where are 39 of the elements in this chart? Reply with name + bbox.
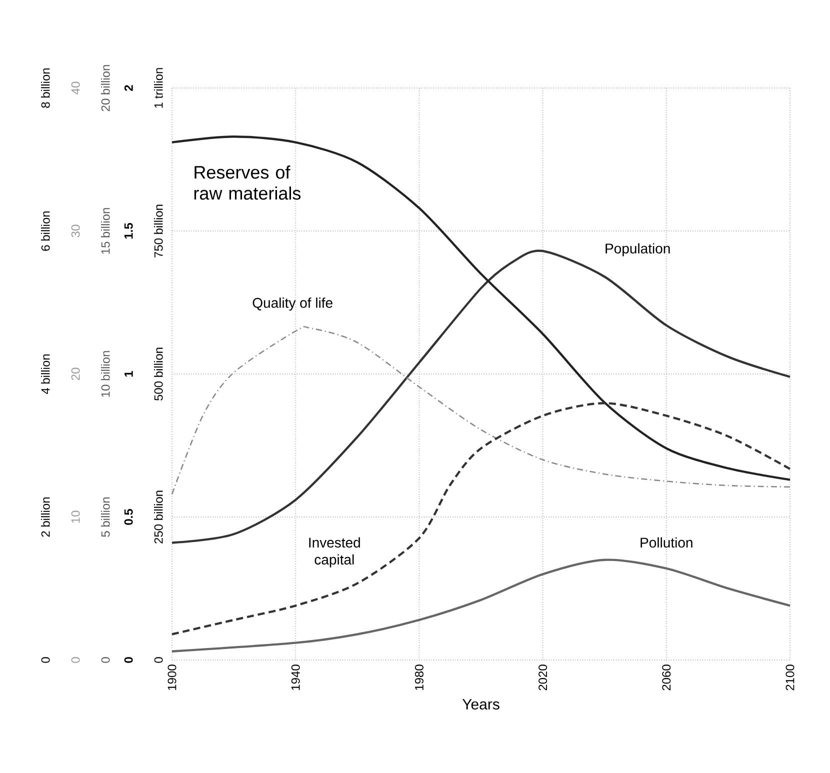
- text: 1 trillion: [154, 68, 163, 108]
- text: 0: [41, 657, 50, 663]
- x-tick-label: 1940: [291, 664, 300, 690]
- x-axis-title: Years: [462, 699, 500, 710]
- y3-tick-label: 10 billion: [101, 351, 110, 397]
- series-label: Pollution: [640, 537, 692, 548]
- x-tick-label: 1900: [168, 664, 176, 690]
- series-label: Reserves of raw materials: [194, 166, 301, 200]
- y3-tick-label: 20 billion: [101, 65, 110, 112]
- y3-tick-label: 0: [101, 657, 110, 663]
- x-tick-label: 1980: [414, 664, 424, 690]
- series-label: Invested capital: [309, 537, 360, 568]
- text: 0: [154, 657, 163, 663]
- text: 6 billion: [41, 211, 50, 251]
- line-series: [170, 136, 792, 481]
- y3-tick-label: 5 billion: [101, 497, 110, 537]
- y2-tick-label: 10: [71, 510, 80, 523]
- series-label: Population: [606, 243, 670, 256]
- x-tick-label: 2060: [662, 664, 671, 690]
- x-tick-label: 2100: [786, 664, 794, 690]
- y2-tick-label: 30: [71, 224, 80, 238]
- text: 500 billion: [154, 348, 163, 401]
- text: 750 billion: [154, 204, 163, 258]
- y-tick-label: 0: [124, 657, 133, 663]
- y2-tick-label: 20: [71, 368, 80, 380]
- text: 250 billion: [154, 490, 163, 544]
- series-label: Quality of life: [252, 298, 332, 311]
- y-tick-label: 0.5: [124, 508, 133, 525]
- text: 4 billion: [41, 354, 50, 394]
- text: 8 billion: [41, 68, 50, 108]
- line-series: [170, 402, 792, 636]
- y-tick-label: 2: [124, 85, 133, 91]
- y3-tick-label: 15 billion: [101, 208, 110, 254]
- text: 2 billion: [41, 497, 50, 537]
- x-tick-label: 2020: [538, 664, 548, 690]
- y2-tick-label: 40: [71, 82, 80, 94]
- y-tick-label: 1.5: [124, 222, 133, 239]
- y-tick-label: 1: [124, 370, 133, 377]
- y2-tick-label: 0: [71, 657, 80, 663]
